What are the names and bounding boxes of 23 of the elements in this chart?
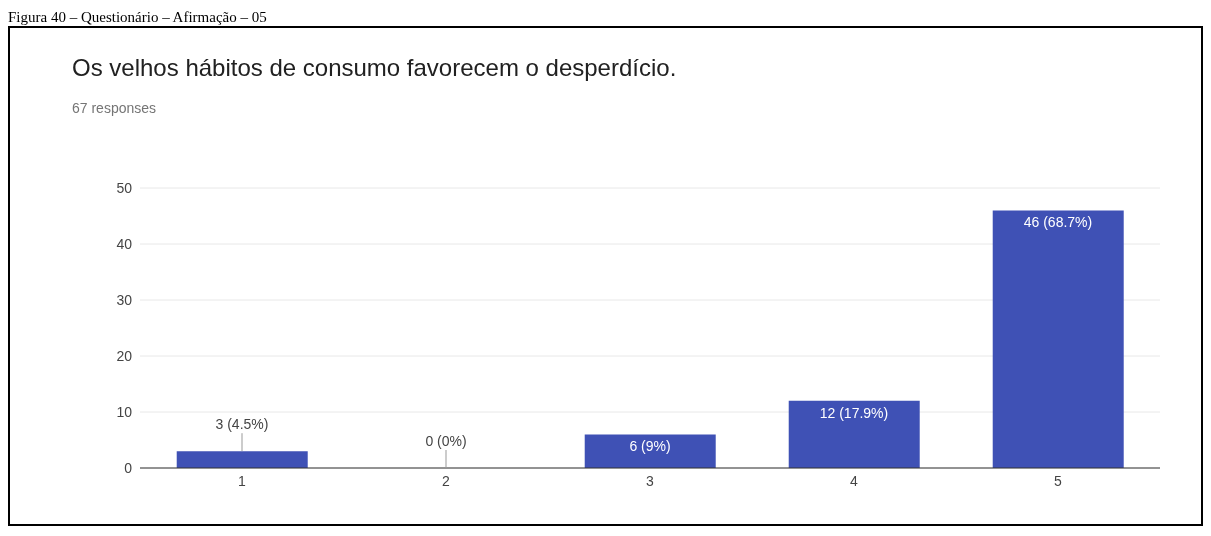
data-label: 46 (68.7%) (1023, 214, 1093, 231)
data-label: 12 (17.9%) (819, 404, 889, 421)
bar (176, 451, 308, 468)
x-tick-label: 1 (238, 472, 247, 489)
x-tick-label: 4 (850, 472, 859, 489)
bar (584, 434, 716, 468)
data-label: 6 (9%) (629, 438, 671, 455)
x-tick-label: 3 (646, 472, 655, 489)
chart-subtitle: 67 responses (72, 100, 157, 116)
y-tick-label: 0 (124, 459, 133, 476)
data-label: 3 (4.5%) (215, 416, 269, 433)
y-tick-label: 20 (116, 347, 133, 364)
y-tick-label: 40 (116, 235, 133, 252)
bar (788, 400, 920, 468)
y-tick-label: 10 (116, 403, 133, 420)
x-tick-label: 5 (1054, 472, 1063, 489)
bar (992, 210, 1124, 468)
y-tick-label: 50 (116, 179, 133, 196)
y-tick-label: 30 (116, 291, 133, 308)
x-tick-label: 2 (442, 472, 451, 489)
chart-title: Os velhos hábitos de consumo favorecem o desperdício. (72, 54, 677, 82)
data-label: 0 (0%) (425, 433, 467, 449)
text: Figura 40 – Questionário – Afirmação – 05 (8, 8, 268, 26)
